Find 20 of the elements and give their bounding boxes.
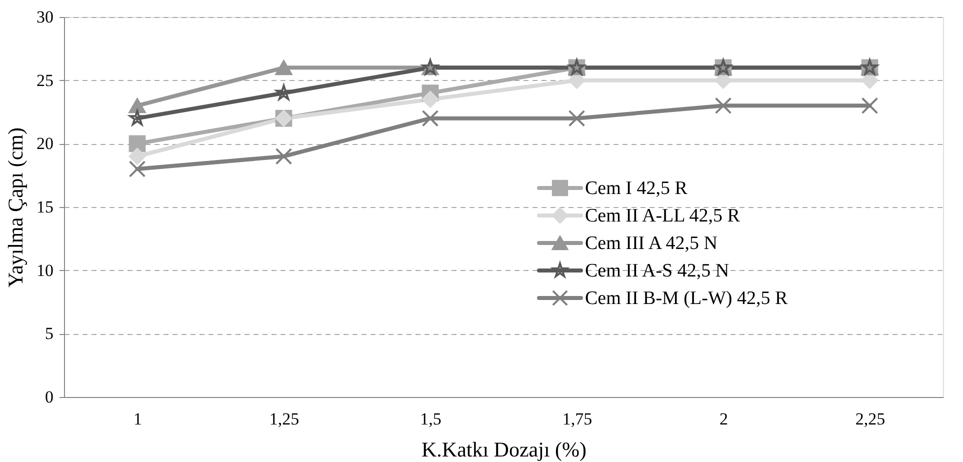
legend-label: Cem II A-S 42,5 N — [585, 260, 730, 282]
legend-label: Cem I 42,5 R — [585, 178, 688, 199]
x-tick-label: 1 — [134, 410, 142, 428]
x-tick-label: 1,25 — [269, 410, 300, 428]
x-tick-label: 2 — [720, 410, 728, 428]
x-tick-label: 1,75 — [562, 410, 592, 428]
y-tick-label: 0 — [45, 388, 54, 406]
y-axis-title: Yayılma Çapı (cm) — [4, 127, 28, 288]
y-tick-label: 5 — [45, 324, 54, 344]
legend-label: Cem II A-LL 42,5 R — [585, 206, 740, 226]
y-tick-label: 25 — [36, 70, 54, 90]
legend-label: Cem III A 42,5 N — [585, 233, 718, 254]
x-axis-title: K.Katkı Dozajı (%) — [421, 438, 587, 462]
x-tick-label: 1,5 — [420, 410, 442, 428]
legend-label: Cem II B-M (L-W) 42,5 R — [585, 288, 788, 309]
y-tick-label: 10 — [36, 260, 54, 280]
y-tick-label: 15 — [36, 198, 54, 216]
x-tick-label: 2,25 — [855, 410, 886, 428]
y-tick-label: 20 — [36, 134, 54, 154]
y-tick-label: 30 — [36, 8, 54, 26]
